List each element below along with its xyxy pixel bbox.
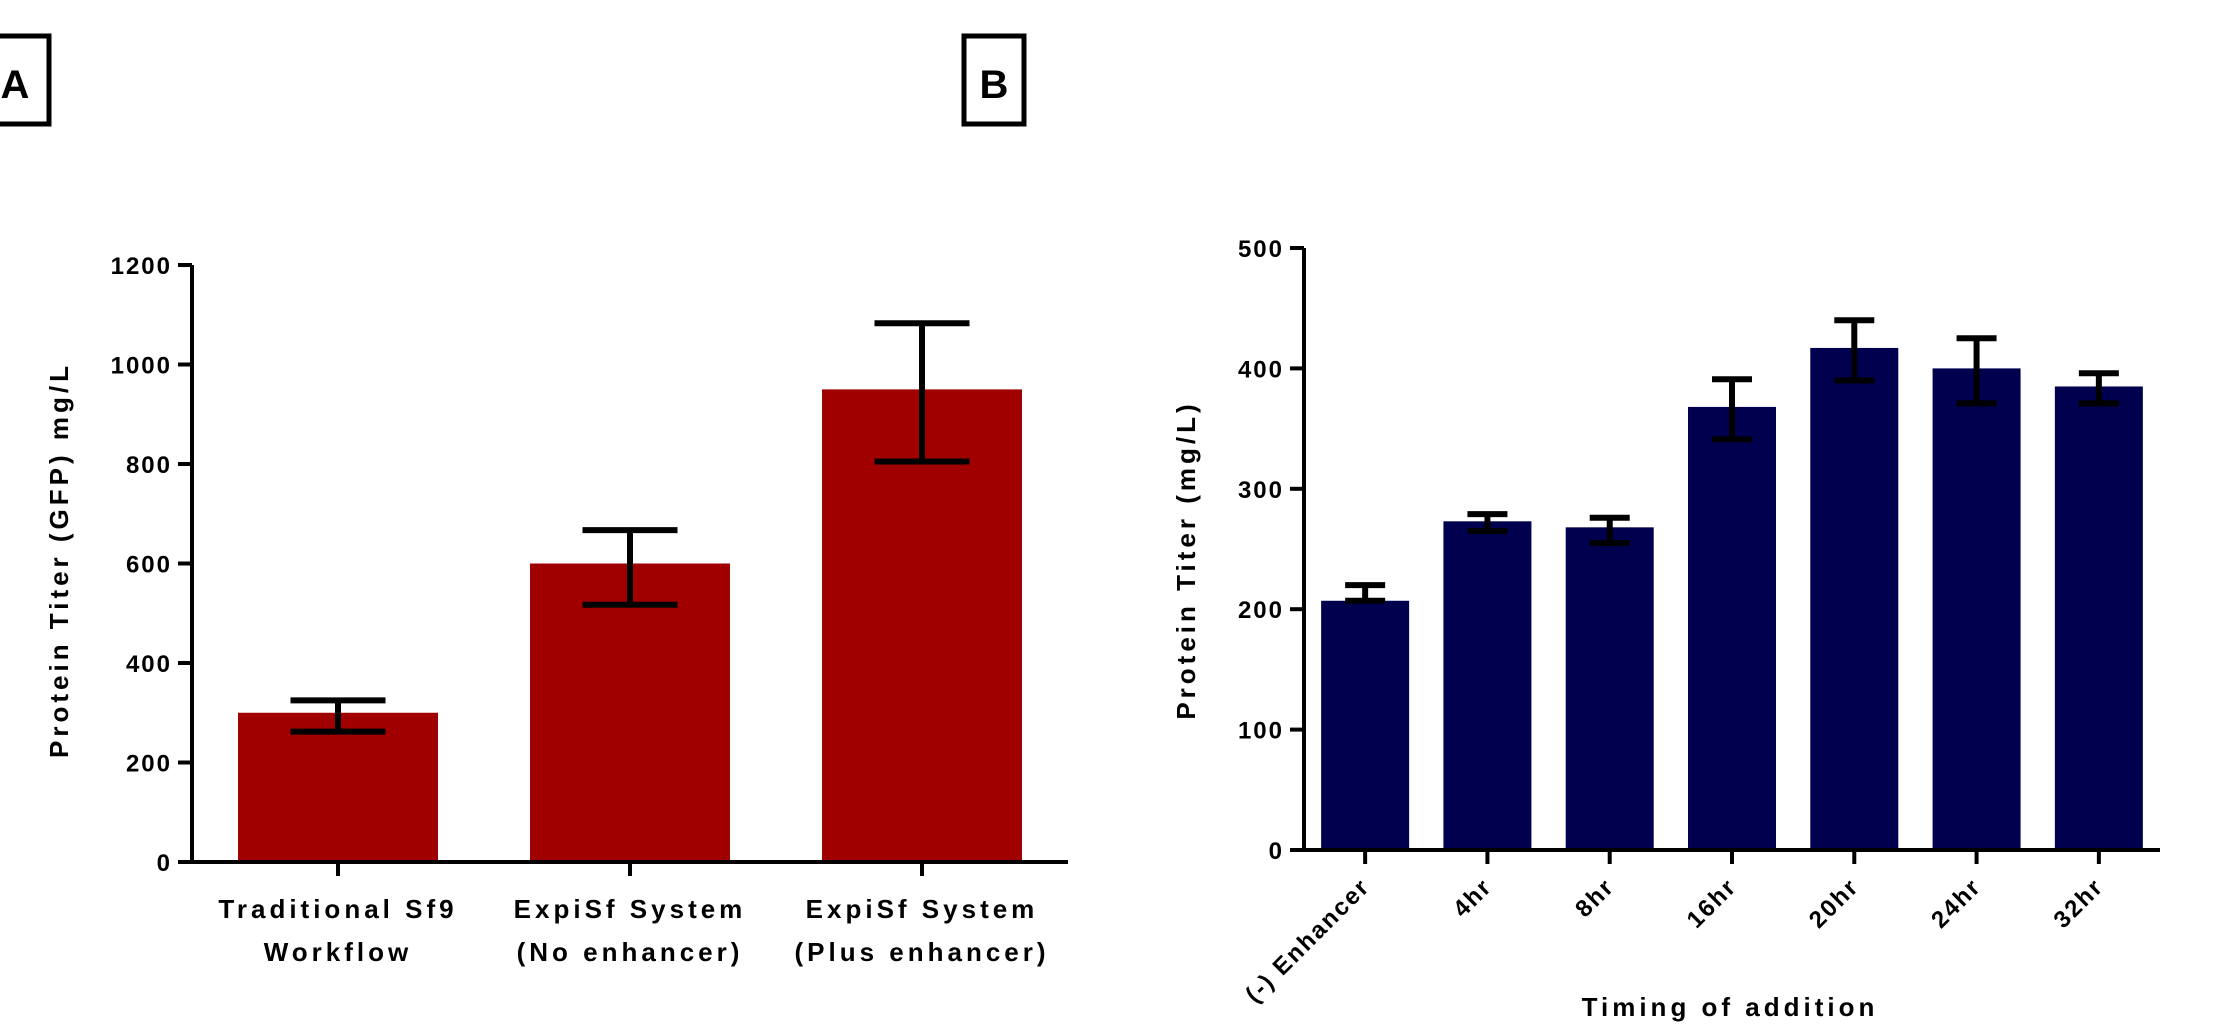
chart-a-error-bar-1 (582, 527, 678, 608)
chart-a-ytick-label-2: 400 (126, 651, 172, 678)
chart-b-error-bar-6 (2078, 370, 2119, 407)
chart-b-ytick-label-0: 0 (1269, 838, 1284, 865)
chart-a-ytick-label-6: 1200 (111, 253, 172, 280)
chart-b-bar-5 (1932, 368, 2021, 850)
chart-b-category-label-1: 4hr (1448, 873, 1498, 923)
chart-b-error-bar-5 (1956, 335, 1997, 407)
panel-a-box (0, 33, 52, 127)
chart-a-ytick-label-0: 0 (157, 850, 172, 877)
chart-b-category-label-0: (-) Enhancer (1240, 873, 1375, 1008)
panel-a-letter: A (1, 63, 30, 107)
chart-a-error-bar-2 (874, 320, 970, 465)
chart-b-bar-6 (2054, 386, 2143, 850)
chart-a-bar-1 (530, 563, 730, 862)
chart-b-bar-0 (1321, 600, 1410, 850)
chart-a-category-label-2: ExpiSf System (Plus enhancer) (794, 894, 1049, 967)
chart-a-bar-0 (238, 712, 438, 862)
panel-a-label: A (0, 33, 52, 127)
chart-a-category-label-1: ExpiSf System (No enhancer) (514, 894, 747, 967)
panel-b-label: B (961, 33, 1027, 127)
chart-b: Protein Titer (mg/L) Timing of addition … (1171, 236, 2160, 1022)
chart-a-ytick-label-4: 800 (126, 452, 172, 479)
chart-a-ylabel: Protein Titer (GFP) mg/L (44, 362, 74, 758)
chart-b-error-bar-3 (1712, 376, 1752, 443)
chart-b-category-label-6: 32hr (2048, 873, 2109, 934)
chart-b-error-bar-1 (1467, 511, 1508, 534)
panel-b-box (961, 33, 1027, 127)
chart-a-error-bar-0 (290, 697, 386, 735)
chart-a-ytick-label-1: 200 (126, 751, 172, 778)
chart-a-ytick-label-5: 1000 (111, 353, 172, 380)
chart-b-error-bar-4 (1834, 317, 1875, 384)
chart-b-xlabel: Timing of addition (1582, 992, 1879, 1022)
chart-b-ylabel: Protein Titer (mg/L) (1171, 400, 1201, 719)
chart-b-ytick-label-3: 300 (1238, 477, 1284, 504)
chart-a-category-label-0: Traditional Sf9 Workflow (218, 894, 457, 967)
chart-b-bar-4 (1810, 347, 1899, 850)
chart-b-bar-3 (1688, 406, 1776, 850)
chart-b-bar-2 (1565, 527, 1654, 850)
chart-b-ytick-label-4: 400 (1238, 356, 1284, 383)
chart-a: Protein Titer (GFP) mg/L 0 200 400 600 800 10… (44, 253, 1068, 967)
chart-b-ytick-label-2: 200 (1238, 597, 1284, 624)
panel-b-letter: B (980, 63, 1009, 107)
chart-b-category-label-4: 20hr (1804, 873, 1865, 934)
chart-b-ytick-label-1: 100 (1238, 718, 1284, 745)
chart-b-bar-1 (1443, 521, 1532, 850)
chart-b-category-label-5: 24hr (1926, 873, 1987, 934)
chart-b-category-label-3: 16hr (1682, 873, 1743, 934)
chart-a-bar-2 (822, 389, 1022, 862)
chart-b-error-bar-2 (1589, 514, 1630, 546)
chart-b-category-label-2: 8hr (1570, 873, 1620, 923)
chart-b-error-bar-0 (1345, 582, 1386, 604)
chart-a-ytick-label-3: 600 (126, 552, 172, 579)
chart-b-ytick-label-5: 500 (1238, 236, 1284, 263)
